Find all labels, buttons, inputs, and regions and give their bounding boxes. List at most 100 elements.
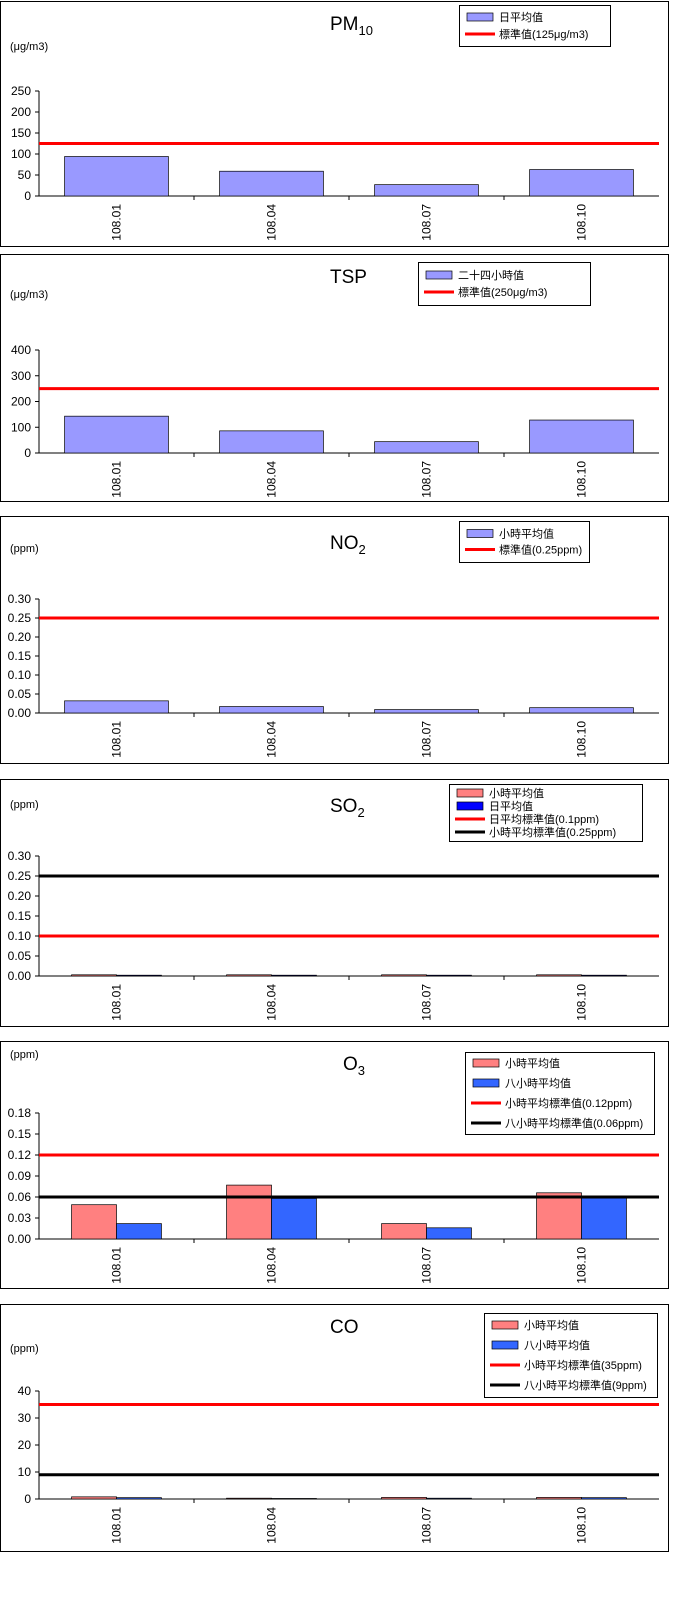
bar-secondary	[426, 1227, 472, 1240]
chart-title: TSP	[330, 267, 367, 288]
x-tick-label: 108.04	[265, 461, 279, 498]
chart-panel-tsp: TSP (μg/m3) 400 300 200 100 0 108.01 108.04 108.0…	[0, 254, 669, 502]
y-tick-label: 0.18	[8, 1106, 32, 1120]
bar-secondary	[581, 1497, 627, 1500]
legend-swatch-bar	[472, 1058, 500, 1068]
legend-swatch-bar	[456, 788, 484, 798]
chart-title-subscript: 2	[359, 542, 366, 557]
y-tick-label: 0	[24, 446, 31, 460]
chart-title: NO2	[330, 533, 366, 557]
legend-label: 日平均標準值(0.1ppm)	[489, 812, 599, 826]
chart-title-main: CO	[330, 1317, 359, 1338]
bar-primary	[64, 156, 169, 197]
y-tick-label: 0.20	[8, 630, 32, 644]
x-tick-label: 108.01	[110, 1507, 124, 1544]
x-tick-label: 108.01	[110, 721, 124, 758]
bar-primary	[219, 706, 324, 714]
chart-title-main: NO	[330, 533, 359, 554]
y-tick-label: 0.03	[8, 1211, 32, 1225]
y-tick-label: 20	[18, 1438, 32, 1452]
x-tick-label: 108.10	[575, 984, 589, 1021]
y-tick-label: 0.20	[8, 889, 32, 903]
legend-label: 日平均值	[489, 800, 533, 813]
x-tick-label: 108.01	[110, 984, 124, 1021]
x-tick-label: 108.07	[420, 1507, 434, 1544]
bar-primary	[529, 707, 634, 714]
legend-label: 八小時平均值	[524, 1339, 590, 1352]
x-tick-label: 108.10	[575, 461, 589, 498]
y-tick-label: 0.09	[8, 1169, 32, 1183]
bar-primary	[64, 415, 169, 454]
chart-panel-so2: SO2 (ppm) 0.30 0.25 0.20 0.15 0.10 0.05 0.00 108.…	[0, 779, 669, 1027]
x-tick-label: 108.07	[420, 1247, 434, 1284]
legend-label: 小時平均值	[505, 1057, 560, 1070]
x-tick-label: 108.07	[420, 204, 434, 241]
x-tick-label: 108.04	[265, 984, 279, 1021]
y-axis-unit: (μg/m3)	[10, 41, 48, 53]
y-tick-label: 0	[24, 1492, 31, 1506]
bar-primary	[374, 184, 479, 197]
bar-primary	[374, 441, 479, 454]
bar-primary	[381, 1223, 427, 1240]
y-tick-label: 0.25	[8, 869, 32, 883]
legend-label: 小時平均標準值(0.12ppm)	[505, 1096, 632, 1110]
x-tick-label: 108.07	[420, 721, 434, 758]
y-tick-label: 300	[11, 369, 31, 383]
chart-title-main: O	[343, 1054, 358, 1075]
chart-panel-pm10: PM10 (μg/m3) 250 200 150 100 50 0 108.01 108.04 10…	[0, 1, 669, 247]
chart-title: CO	[330, 1317, 359, 1338]
bar-primary	[226, 1497, 272, 1500]
bar-secondary	[581, 974, 627, 977]
legend-label: 小時平均標準值(0.25ppm)	[489, 825, 616, 839]
x-tick-label: 108.10	[575, 1247, 589, 1284]
legend-swatch-bar	[425, 270, 453, 280]
legend-box	[459, 521, 590, 563]
chart-title-subscript: 2	[357, 805, 364, 820]
bar-primary	[219, 430, 324, 454]
bar-primary	[374, 709, 479, 714]
bar-secondary	[116, 1223, 162, 1240]
chart-title-main: PM	[330, 14, 359, 35]
bar-secondary	[581, 1196, 627, 1240]
legend-label: 標準值(0.25ppm)	[499, 543, 582, 557]
y-tick-label: 0.00	[8, 706, 32, 720]
y-tick-label: 200	[11, 105, 31, 119]
y-tick-label: 0.10	[8, 929, 32, 943]
bar-primary	[226, 1184, 272, 1240]
legend-label: 八小時平均標準值(9ppm)	[524, 1378, 647, 1392]
bar-primary	[529, 419, 634, 454]
x-tick-label: 108.04	[265, 204, 279, 241]
x-tick-label: 108.01	[110, 461, 124, 498]
bar-secondary	[116, 974, 162, 977]
y-axis-unit: (ppm)	[10, 799, 39, 811]
legend-label: 八小時平均值	[505, 1077, 571, 1090]
bar-primary	[219, 170, 324, 197]
legend-label: 日平均值	[499, 11, 543, 24]
y-tick-label: 30	[18, 1411, 32, 1425]
y-tick-label: 100	[11, 147, 31, 161]
chart-title-main: SO	[330, 796, 357, 817]
y-tick-label: 10	[18, 1465, 32, 1479]
legend-label: 二十四小時值	[458, 268, 524, 282]
y-tick-label: 40	[18, 1384, 32, 1398]
legend-label: 小時平均值	[499, 528, 554, 541]
legend-swatch-bar	[466, 529, 494, 538]
x-tick-label: 108.04	[265, 721, 279, 758]
y-axis-unit: (ppm)	[10, 1049, 39, 1061]
y-tick-label: 50	[18, 168, 32, 182]
bar-primary	[381, 1497, 427, 1500]
y-tick-label: 0.00	[8, 969, 32, 983]
chart-title: PM10	[330, 14, 373, 38]
x-tick-label: 108.04	[265, 1247, 279, 1284]
y-tick-label: 400	[11, 343, 31, 357]
bar-secondary	[426, 1497, 472, 1500]
legend-swatch-bar	[456, 801, 484, 811]
legend-box	[418, 262, 591, 306]
legend-label: 小時平均值	[489, 787, 544, 800]
bar-secondary	[271, 1198, 317, 1240]
chart-title-subscript: 3	[358, 1063, 365, 1078]
